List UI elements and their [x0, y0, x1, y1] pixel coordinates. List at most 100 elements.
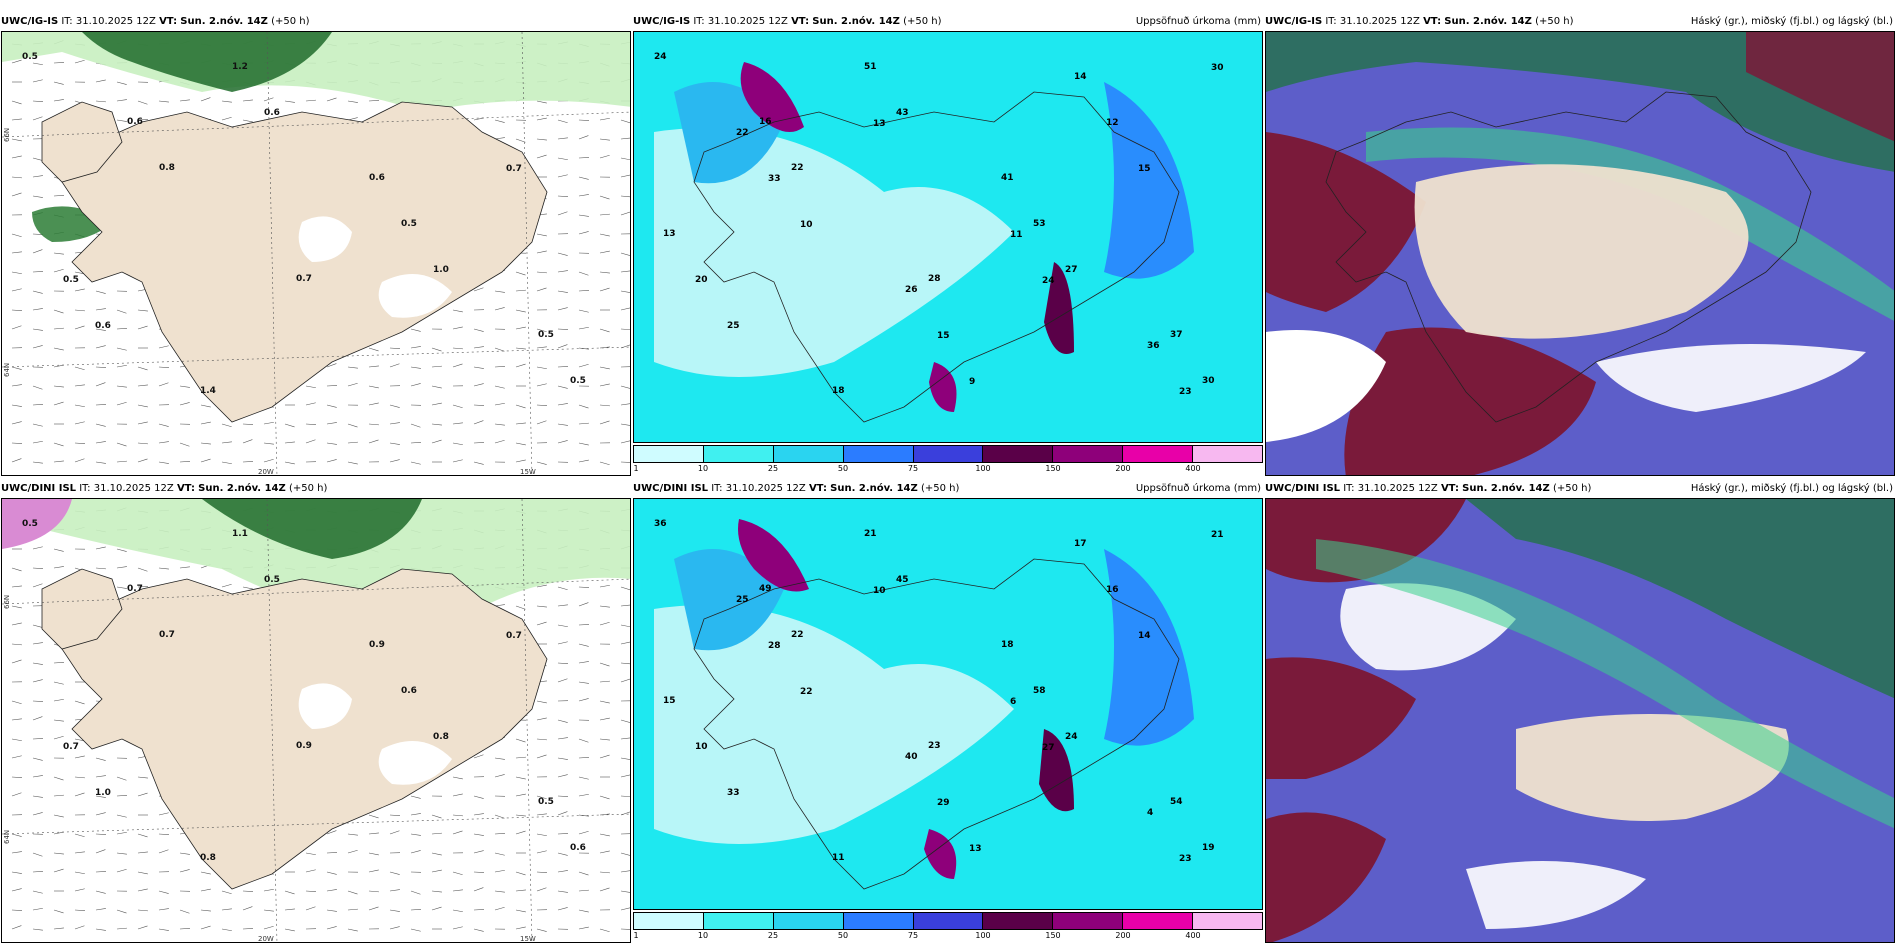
wind-barb — [599, 621, 610, 626]
wind-barb — [515, 605, 526, 610]
wind-barb — [578, 404, 589, 409]
wind-barb — [599, 833, 610, 837]
wind-barb — [32, 175, 43, 178]
wind-barb — [536, 461, 547, 465]
precip-map: 24 22 28 27 30 16 43 53 37 25 51 41 15 20 18 9 12 13 10 15 1… — [633, 31, 1263, 443]
wind-barb — [32, 345, 43, 349]
precip-value: 26 — [905, 285, 918, 295]
lon-label-right: 15W — [520, 935, 536, 943]
wind-barb — [53, 442, 64, 447]
wind-barb — [32, 624, 43, 628]
green-dark — [202, 499, 422, 559]
wind-barb — [116, 852, 127, 855]
precip-value: 54 — [1170, 797, 1183, 807]
wind-barb — [11, 622, 22, 626]
wind-barb — [242, 890, 254, 892]
wind-barb — [473, 871, 485, 873]
wind-barb — [620, 907, 630, 911]
vt-label: VT: — [159, 16, 178, 27]
wind-barb — [32, 195, 43, 198]
wind-barb — [284, 441, 295, 444]
wind-barb — [578, 757, 589, 759]
wind-barb — [473, 117, 484, 121]
wind-barb — [515, 793, 526, 797]
iceland-land — [61, 568, 548, 890]
wind-barb — [242, 423, 254, 425]
wind-barb — [557, 641, 568, 645]
colorbar-segment — [843, 446, 914, 462]
wind-barb — [347, 833, 358, 836]
wind-barb — [578, 830, 589, 835]
wind-barb — [74, 755, 85, 759]
lat-label-top: 66N — [3, 594, 11, 609]
wind-barb — [74, 325, 85, 330]
wind-barb — [32, 871, 43, 873]
model-name: UWC/IG-IS — [633, 16, 691, 27]
wind-barb — [284, 890, 295, 895]
east-band — [1104, 82, 1194, 279]
wind-barb — [368, 423, 379, 426]
wind-barb — [536, 154, 547, 159]
wind-barb — [11, 567, 22, 572]
wind-barb — [11, 755, 22, 759]
it-label: IT: — [1325, 16, 1337, 27]
wind-barb — [32, 642, 43, 645]
wind-barb — [95, 757, 106, 761]
wind-barb — [599, 795, 610, 800]
colorbar-tick: 25 — [767, 931, 779, 940]
wind-barb — [599, 605, 610, 608]
precip-value: 23 — [1179, 854, 1192, 864]
wind-barb — [158, 366, 169, 368]
wind-barb — [431, 402, 442, 406]
wind-barb — [326, 442, 337, 445]
colorbar-tick: 400 — [1185, 931, 1201, 940]
wind-barb — [515, 738, 526, 743]
wind-barb — [536, 717, 547, 721]
precip-value: 24 — [1065, 732, 1078, 742]
wind-barb — [557, 719, 568, 723]
wind-barb — [116, 364, 127, 368]
colorbar-tick: 400 — [1185, 464, 1201, 473]
wind-barb — [74, 458, 85, 463]
wind-barb — [515, 830, 526, 835]
wind-barb — [347, 441, 358, 444]
wind-barb — [158, 441, 169, 444]
wind-barb — [179, 852, 190, 855]
wind-barb — [32, 662, 43, 665]
wind-barb — [32, 812, 43, 816]
wind-barb — [557, 270, 568, 273]
vt-value: Sun. 2.nóv. 14Z — [830, 483, 918, 494]
wind-panel-bottom: UWC/DINI ISL IT: 31.10.2025 12Z VT: Sun.… — [1, 480, 631, 943]
colorbar: 1 10 25 50 75 100 150 200 400 — [633, 445, 1263, 476]
green-dark — [82, 32, 332, 92]
wind-barb — [494, 290, 505, 293]
wind-barb — [74, 442, 85, 444]
wind-barb — [557, 366, 569, 368]
wind-barb — [11, 118, 22, 121]
wind-barb — [557, 795, 569, 797]
wind-barb — [11, 659, 22, 664]
green-stripe — [1366, 127, 1894, 321]
wind-barb — [557, 385, 568, 389]
precip-value: 27 — [1065, 265, 1078, 275]
wind-barb — [536, 404, 547, 406]
wind-barb — [494, 757, 505, 760]
wind-barb — [410, 890, 421, 895]
wind-barb — [200, 404, 211, 408]
wind-barb — [158, 928, 169, 931]
wind-barb — [74, 925, 85, 930]
wind-barb — [368, 402, 379, 406]
wind-value: 1.1 — [232, 529, 248, 539]
wind-barb — [578, 442, 589, 446]
wind-barb — [536, 871, 547, 873]
wind-barb — [410, 328, 421, 332]
wind-barb — [116, 566, 127, 569]
model-name: UWC/DINI ISL — [1, 483, 77, 494]
wind-barb — [158, 567, 169, 570]
wind-barb — [74, 833, 85, 838]
wind-barb — [11, 851, 22, 854]
wind-barb — [221, 928, 232, 932]
wind-barb — [32, 546, 43, 550]
wind-barb — [116, 99, 127, 102]
wind-barb — [473, 754, 484, 759]
